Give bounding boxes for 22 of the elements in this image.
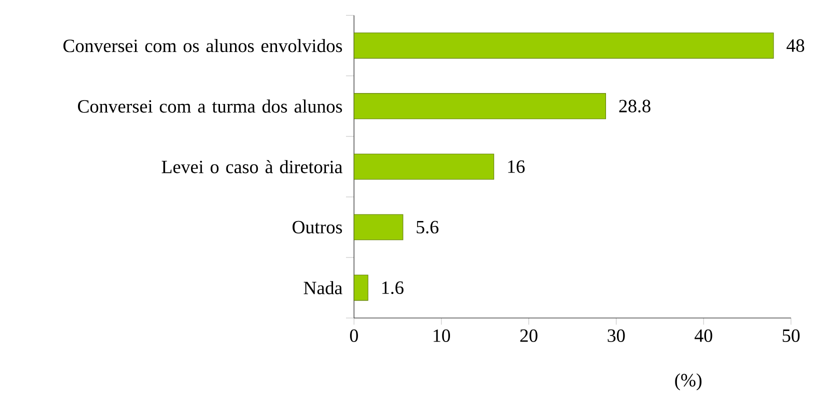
bar: [354, 32, 774, 59]
data-label: 48: [786, 39, 804, 52]
x-tick-label: 40: [694, 329, 712, 342]
x-tick-label: 20: [520, 329, 538, 342]
x-tick-label: 10: [434, 329, 450, 342]
y-tick-label: Nada: [304, 281, 342, 294]
bar: [354, 214, 404, 240]
bar: [354, 274, 368, 301]
bar: [354, 93, 606, 120]
data-label: 1.6: [382, 281, 404, 294]
x-tick-label: 30: [608, 329, 625, 342]
y-tick-label: Conversei com a turma dos alunos: [78, 100, 342, 113]
x-tick-label: 0: [350, 329, 358, 342]
data-label: 5.6: [416, 220, 438, 234]
data-label: 28.8: [619, 100, 650, 112]
x-axis-title: (%): [675, 373, 702, 390]
y-tick-label: Levei o caso à diretoria: [162, 160, 342, 174]
x-tick-label: 50: [782, 329, 800, 342]
data-label: 16: [508, 160, 525, 173]
y-tick-label: Outros: [292, 220, 342, 234]
y-tick-label: Conversei com os alunos envolvidos: [63, 39, 342, 52]
bar: [354, 154, 494, 180]
